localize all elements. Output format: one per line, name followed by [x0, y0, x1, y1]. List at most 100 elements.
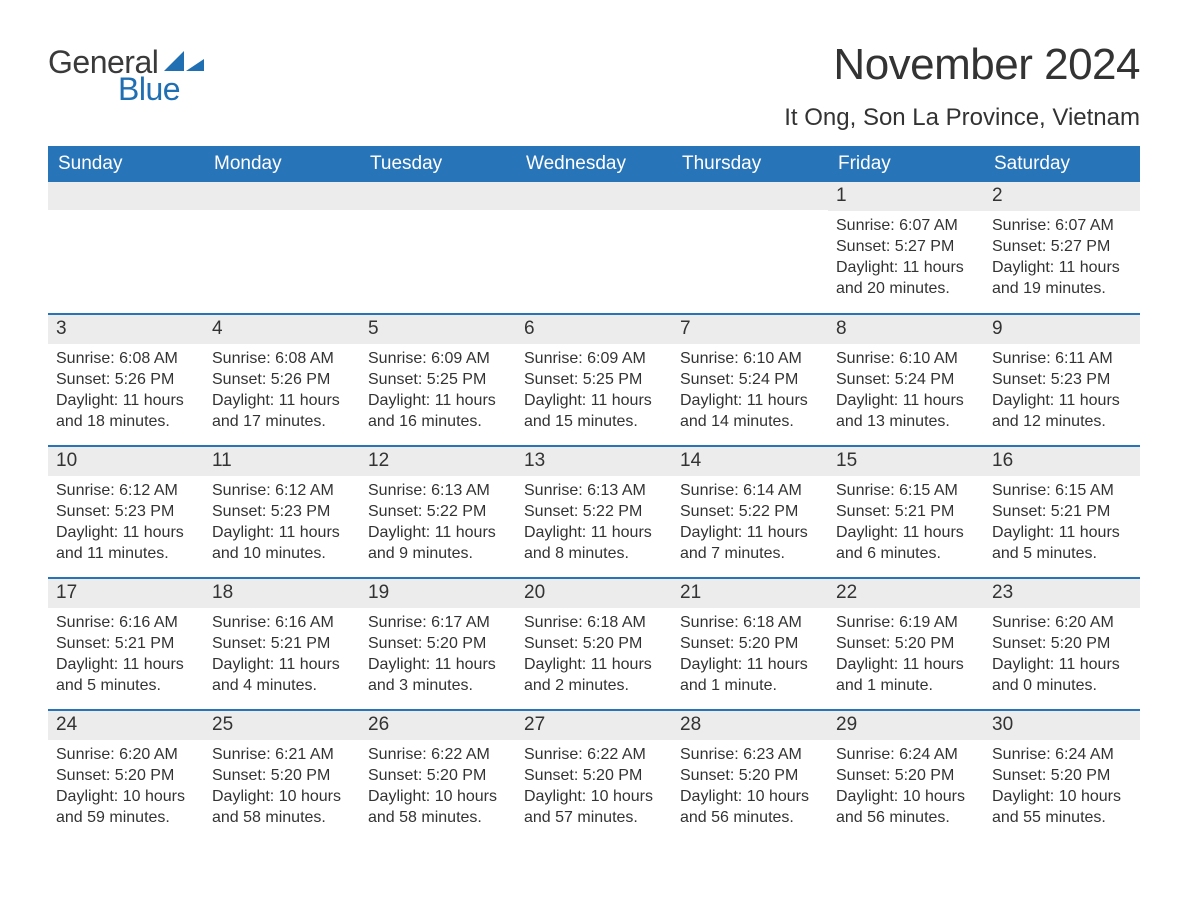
daylight-text: Daylight: 11 hours and 1 minute. [680, 654, 820, 696]
sunset-text: Sunset: 5:25 PM [368, 369, 508, 390]
daylight-text: Daylight: 11 hours and 7 minutes. [680, 522, 820, 564]
day-details: Sunrise: 6:22 AMSunset: 5:20 PMDaylight:… [516, 740, 672, 836]
day-details: Sunrise: 6:12 AMSunset: 5:23 PMDaylight:… [204, 476, 360, 572]
daylight-text: Daylight: 11 hours and 4 minutes. [212, 654, 352, 696]
sunset-text: Sunset: 5:21 PM [836, 501, 976, 522]
sunrise-text: Sunrise: 6:24 AM [992, 744, 1132, 765]
sunset-text: Sunset: 5:20 PM [212, 765, 352, 786]
calendar-cell: 5 Sunrise: 6:09 AMSunset: 5:25 PMDaylight… [360, 314, 516, 446]
day-number: 12 [360, 447, 516, 476]
day-number: 5 [360, 315, 516, 344]
sunset-text: Sunset: 5:26 PM [212, 369, 352, 390]
day-number: 7 [672, 315, 828, 344]
calendar-week-row: 3Sunrise: 6:08 AMSunset: 5:26 PMDaylight… [48, 314, 1140, 446]
day-number: 28 [672, 711, 828, 740]
day-number [204, 182, 360, 210]
sunset-text: Sunset: 5:20 PM [368, 633, 508, 654]
calendar-cell [516, 182, 672, 314]
daylight-text: Daylight: 11 hours and 10 minutes. [212, 522, 352, 564]
sunset-text: Sunset: 5:20 PM [56, 765, 196, 786]
calendar-cell: 13Sunrise: 6:13 AMSunset: 5:22 PMDayligh… [516, 446, 672, 578]
sunrise-text: Sunrise: 6:08 AM [212, 348, 352, 369]
sunset-text: Sunset: 5:21 PM [212, 633, 352, 654]
calendar-cell: 23Sunrise: 6:20 AMSunset: 5:20 PMDayligh… [984, 578, 1140, 710]
day-number: 25 [204, 711, 360, 740]
day-details: Sunrise: 6:15 AMSunset: 5:21 PMDaylight:… [828, 476, 984, 572]
calendar-cell: 8Sunrise: 6:10 AMSunset: 5:24 PMDaylight… [828, 314, 984, 446]
sunset-text: Sunset: 5:27 PM [992, 236, 1132, 257]
sunset-text: Sunset: 5:24 PM [836, 369, 976, 390]
sunset-text: Sunset: 5:27 PM [836, 236, 976, 257]
sunrise-text: Sunrise: 6:20 AM [992, 612, 1132, 633]
sunrise-text: Sunrise: 6:18 AM [680, 612, 820, 633]
calendar-week-row: 1Sunrise: 6:07 AMSunset: 5:27 PMDaylight… [48, 182, 1140, 314]
day-details: Sunrise: 6:16 AMSunset: 5:21 PMDaylight:… [48, 608, 204, 704]
title-block: November 2024 It Ong, Son La Province, V… [784, 40, 1140, 132]
day-details: Sunrise: 6:12 AMSunset: 5:23 PMDaylight:… [48, 476, 204, 572]
calendar-cell: 6Sunrise: 6:09 AMSunset: 5:25 PMDaylight… [516, 314, 672, 446]
weekday-header: Friday [828, 146, 984, 182]
sunrise-text: Sunrise: 6:14 AM [680, 480, 820, 501]
daylight-text: Daylight: 11 hours and 16 minutes. [368, 390, 508, 432]
sunrise-text: Sunrise: 6:09 AM [368, 348, 508, 369]
daylight-text: Daylight: 11 hours and 0 minutes. [992, 654, 1132, 696]
header: General Blue November 2024 It Ong, Son L… [48, 40, 1140, 132]
sunrise-text: Sunrise: 6:21 AM [212, 744, 352, 765]
day-number: 1 [828, 182, 984, 211]
sunset-text: Sunset: 5:20 PM [992, 765, 1132, 786]
weekday-header: Tuesday [360, 146, 516, 182]
sunrise-text: Sunrise: 6:20 AM [56, 744, 196, 765]
sunrise-text: Sunrise: 6:19 AM [836, 612, 976, 633]
sunrise-text: Sunrise: 6:24 AM [836, 744, 976, 765]
day-number: 19 [360, 579, 516, 608]
day-number: 11 [204, 447, 360, 476]
calendar-cell: 20Sunrise: 6:18 AMSunset: 5:20 PMDayligh… [516, 578, 672, 710]
day-number: 20 [516, 579, 672, 608]
daylight-text: Daylight: 11 hours and 15 minutes. [524, 390, 664, 432]
calendar-cell: 25Sunrise: 6:21 AMSunset: 5:20 PMDayligh… [204, 710, 360, 842]
day-number: 23 [984, 579, 1140, 608]
calendar-cell [204, 182, 360, 314]
day-details: Sunrise: 6:07 AMSunset: 5:27 PMDaylight:… [984, 211, 1140, 307]
day-details: Sunrise: 6:11 AMSunset: 5:23 PMDaylight:… [984, 344, 1140, 440]
daylight-text: Daylight: 11 hours and 18 minutes. [56, 390, 196, 432]
sunrise-text: Sunrise: 6:15 AM [992, 480, 1132, 501]
weekday-header: Monday [204, 146, 360, 182]
daylight-text: Daylight: 10 hours and 57 minutes. [524, 786, 664, 828]
sunset-text: Sunset: 5:21 PM [992, 501, 1132, 522]
sunrise-text: Sunrise: 6:10 AM [680, 348, 820, 369]
calendar-cell: 14Sunrise: 6:14 AMSunset: 5:22 PMDayligh… [672, 446, 828, 578]
day-details: Sunrise: 6:10 AMSunset: 5:24 PMDaylight:… [828, 344, 984, 440]
day-number: 26 [360, 711, 516, 740]
day-details: Sunrise: 6:18 AMSunset: 5:20 PMDaylight:… [672, 608, 828, 704]
daylight-text: Daylight: 10 hours and 56 minutes. [836, 786, 976, 828]
calendar-cell [48, 182, 204, 314]
day-details: Sunrise: 6:20 AMSunset: 5:20 PMDaylight:… [48, 740, 204, 836]
calendar-cell: 15Sunrise: 6:15 AMSunset: 5:21 PMDayligh… [828, 446, 984, 578]
daylight-text: Daylight: 11 hours and 2 minutes. [524, 654, 664, 696]
logo-word2: Blue [118, 71, 180, 108]
calendar-body: 1Sunrise: 6:07 AMSunset: 5:27 PMDaylight… [48, 182, 1140, 842]
calendar-week-row: 17Sunrise: 6:16 AMSunset: 5:21 PMDayligh… [48, 578, 1140, 710]
day-number: 2 [984, 182, 1140, 211]
sunset-text: Sunset: 5:22 PM [368, 501, 508, 522]
sunrise-text: Sunrise: 6:22 AM [368, 744, 508, 765]
calendar-cell: 3Sunrise: 6:08 AMSunset: 5:26 PMDaylight… [48, 314, 204, 446]
day-details: Sunrise: 6:15 AMSunset: 5:21 PMDaylight:… [984, 476, 1140, 572]
calendar-cell: 30Sunrise: 6:24 AMSunset: 5:20 PMDayligh… [984, 710, 1140, 842]
daylight-text: Daylight: 10 hours and 55 minutes. [992, 786, 1132, 828]
day-number: 8 [828, 315, 984, 344]
sunrise-text: Sunrise: 6:13 AM [368, 480, 508, 501]
calendar-cell: 11Sunrise: 6:12 AMSunset: 5:23 PMDayligh… [204, 446, 360, 578]
day-number [360, 182, 516, 210]
weekday-header: Saturday [984, 146, 1140, 182]
calendar-cell: 1Sunrise: 6:07 AMSunset: 5:27 PMDaylight… [828, 182, 984, 314]
day-details: Sunrise: 6:13 AMSunset: 5:22 PMDaylight:… [360, 476, 516, 572]
day-details: Sunrise: 6:14 AMSunset: 5:22 PMDaylight:… [672, 476, 828, 572]
calendar-cell: 24Sunrise: 6:20 AMSunset: 5:20 PMDayligh… [48, 710, 204, 842]
weekday-header: Thursday [672, 146, 828, 182]
sunrise-text: Sunrise: 6:07 AM [836, 215, 976, 236]
sunrise-text: Sunrise: 6:13 AM [524, 480, 664, 501]
daylight-text: Daylight: 11 hours and 9 minutes. [368, 522, 508, 564]
daylight-text: Daylight: 11 hours and 12 minutes. [992, 390, 1132, 432]
